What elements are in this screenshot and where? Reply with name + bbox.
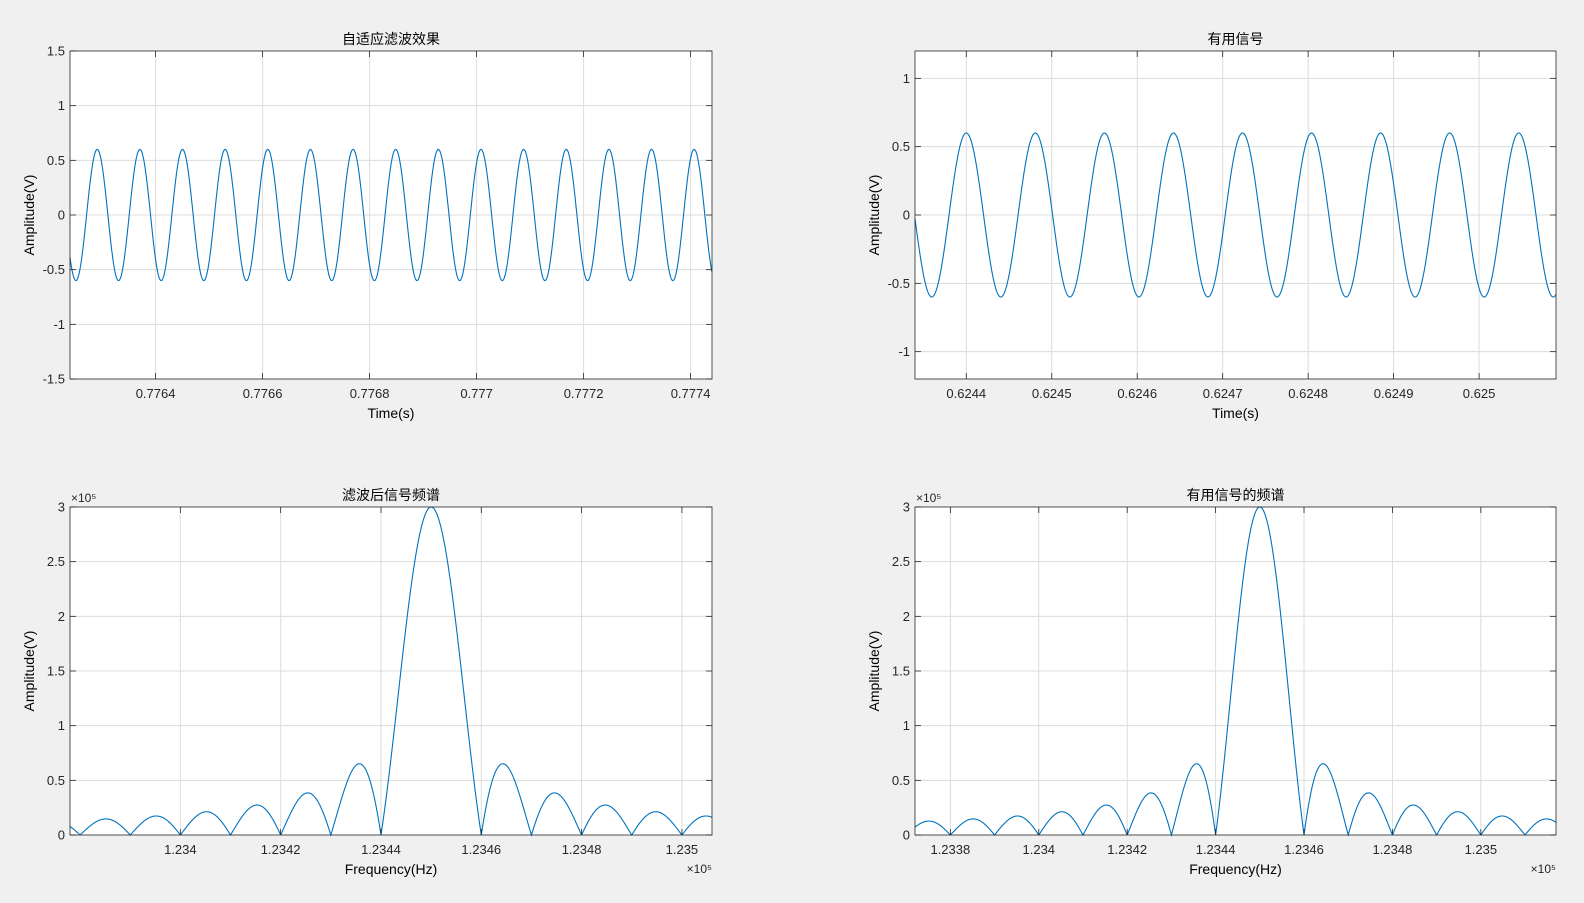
chart-title: 自适应滤波效果 [342,31,440,47]
y-tick-label: 0 [58,828,65,843]
x-tick-labels: 1.234 1.2342 1.2344 1.2346 1.2348 1.235 [164,842,698,857]
x-tick-label: 1.2344 [361,842,401,857]
y-tick-label: 0.5 [47,153,65,168]
x-tick-label: 0.6248 [1288,386,1328,401]
y-tick-label: 0.5 [892,139,910,154]
y-tick-label: 3 [58,500,65,515]
series-line-useful-time-signal [914,132,1557,298]
grid-lines [70,51,712,379]
x-tick-label: 0.777 [460,386,493,401]
x-axis-label: Frequency(Hz) [345,861,438,877]
y-exponent-label: ×10⁵ [916,491,941,505]
x-tick-label: 0.625 [1463,386,1496,401]
axes-useful-signal: 0.6244 0.6245 0.6246 0.6247 0.6248 0.6249 0.62… [866,31,1557,421]
x-tick-labels: 1.2338 1.234 1.2342 1.2344 1.2346 1.2348 1.235 [930,842,1497,857]
axes-useful-spectrum: 1.2338 1.234 1.2342 1.2344 1.2346 1.2348 1.235… [866,487,1557,877]
x-tick-label: 1.2344 [1196,842,1236,857]
series-line-filtered-spectrum [69,506,713,837]
series-line-filtered-time-signal [69,148,713,282]
x-tick-label: 0.7774 [671,386,711,401]
y-axis-label: Amplitude(V) [21,631,37,712]
y-tick-label: 0 [58,208,65,223]
x-tick-label: 0.7768 [350,386,390,401]
x-tick-label: 0.6247 [1203,386,1243,401]
x-tick-labels: 0.6244 0.6245 0.6246 0.6247 0.6248 0.6249 0.62… [946,386,1495,401]
y-tick-label: 2.5 [892,554,910,569]
x-tick-label: 1.2342 [1107,842,1147,857]
y-tick-label: -0.5 [43,262,65,277]
y-tick-label: 3 [903,500,910,515]
y-tick-label: 1 [58,98,65,113]
grid-lines [915,51,1556,379]
y-tick-label: 1.5 [47,664,65,679]
y-tick-label: -1 [53,317,65,332]
chart-title: 滤波后信号频谱 [342,487,440,503]
y-axis-label: Amplitude(V) [866,175,882,256]
y-tick-label: 2 [903,609,910,624]
y-tick-label: 0 [903,828,910,843]
y-tick-label: -1 [898,344,910,359]
x-exponent-label: ×10⁵ [687,862,712,876]
y-tick-label: -1.5 [43,372,65,387]
tick-marks [915,51,1556,379]
x-axis-label: Time(s) [368,405,415,421]
grid-lines [915,507,1556,835]
y-tick-label: 1.5 [47,44,65,59]
y-tick-label: 1 [903,718,910,733]
axes-adaptive-filter-effect: 0.7764 0.7766 0.7768 0.777 0.7772 0.7774 -1.5… [21,31,713,421]
y-axis-label: Amplitude(V) [21,175,37,256]
grid-lines [70,507,712,835]
y-tick-label: 1 [903,71,910,86]
x-tick-labels: 0.7764 0.7766 0.7768 0.777 0.7772 0.7774 [136,386,711,401]
x-tick-label: 0.6249 [1374,386,1414,401]
x-tick-label: 1.2348 [562,842,602,857]
x-tick-label: 1.2348 [1373,842,1413,857]
x-tick-label: 0.6245 [1032,386,1072,401]
tick-marks [915,506,1556,836]
y-tick-labels: 0 0.5 1 1.5 2 2.5 3 [892,500,910,843]
y-exponent-label: ×10⁵ [71,491,96,505]
y-tick-labels: 0 0.5 1 1.5 2 2.5 3 [47,500,65,843]
x-tick-label: 1.234 [164,842,197,857]
x-axis-label: Frequency(Hz) [1189,861,1282,877]
y-tick-labels: -1 -0.5 0 0.5 1 [888,71,910,359]
axes-filtered-spectrum: 1.234 1.2342 1.2344 1.2346 1.2348 1.235 0 0.5 1… [21,487,713,877]
tick-marks [70,50,712,380]
y-tick-label: 0.5 [892,773,910,788]
y-tick-label: 2.5 [47,554,65,569]
y-tick-label: 0.5 [47,773,65,788]
y-tick-label: 1.5 [892,664,910,679]
x-tick-label: 0.6244 [946,386,986,401]
x-tick-label: 1.2342 [261,842,301,857]
x-tick-label: 1.235 [1465,842,1498,857]
x-tick-label: 0.7764 [136,386,176,401]
x-tick-label: 0.7772 [564,386,604,401]
y-tick-label: 1 [58,718,65,733]
x-tick-label: 1.2346 [461,842,501,857]
chart-title: 有用信号 [1208,31,1264,47]
x-tick-label: 1.234 [1023,842,1056,857]
x-exponent-label: ×10⁵ [1531,862,1556,876]
series-line-useful-spectrum [914,506,1557,838]
x-tick-label: 0.6246 [1117,386,1157,401]
x-axis-label: Time(s) [1212,405,1259,421]
y-tick-label: 0 [903,208,910,223]
tick-marks [70,506,712,836]
x-tick-label: 1.2346 [1284,842,1324,857]
x-tick-label: 1.235 [666,842,699,857]
x-tick-label: 1.2338 [930,842,970,857]
y-tick-label: -0.5 [888,276,910,291]
y-tick-labels: -1.5 -1 -0.5 0 0.5 1 1.5 [43,44,65,387]
chart-title: 有用信号的频谱 [1187,487,1285,503]
y-tick-label: 2 [58,609,65,624]
x-tick-label: 0.7766 [243,386,283,401]
y-axis-label: Amplitude(V) [866,631,882,712]
